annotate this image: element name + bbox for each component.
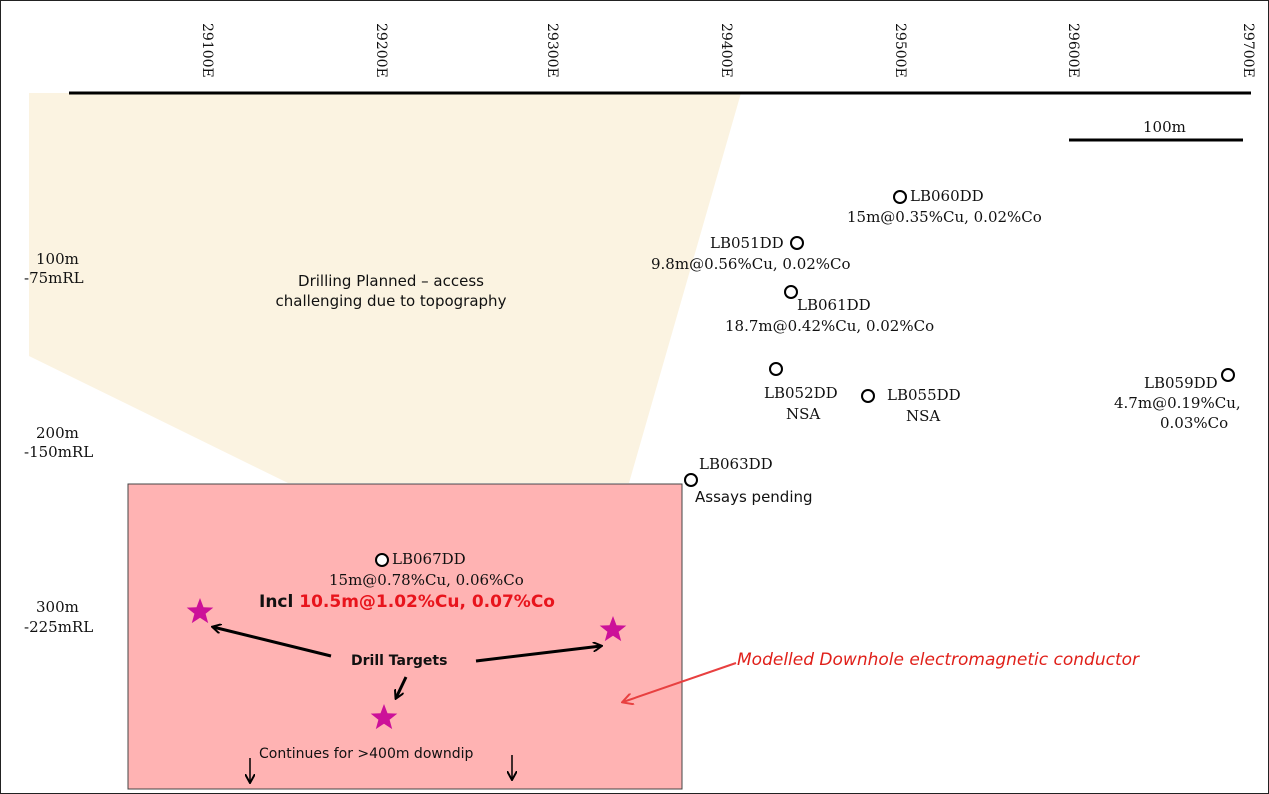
hole-result-lb060: 15m@0.35%Cu, 0.02%Co	[847, 208, 1042, 226]
target-arrow-right	[475, 646, 601, 663]
hole-name-lb060: LB060DD	[910, 187, 984, 205]
hole-name-lb052: LB052DD	[764, 384, 838, 402]
drill-targets-label: Drill Targets	[351, 653, 448, 669]
scale-bar-label: 100m	[1143, 118, 1186, 136]
hole-name-lb061: LB061DD	[797, 296, 871, 314]
continues-downdip-label: Continues for >400m downdip	[259, 746, 474, 762]
hole-marker-lb067	[375, 553, 389, 567]
easting-label: 29600E	[1065, 23, 1081, 78]
depth-label: 100m	[36, 250, 79, 268]
hole-marker-lb055	[861, 389, 875, 403]
target-zone-box	[127, 483, 683, 790]
planned-drilling-zone	[29, 93, 741, 483]
easting-label: 29100E	[199, 23, 215, 78]
hole-result-lb059-line2: 0.03%Co	[1160, 414, 1229, 432]
hole-result-lb059-line1: 4.7m@0.19%Cu,	[1114, 394, 1241, 412]
drill-target-star-right	[599, 616, 627, 642]
hole-marker-lb059	[1221, 368, 1235, 382]
conductor-label: Modelled Downhole electromagnetic conduc…	[737, 650, 1140, 670]
planned-zone-line2: challenging due to topography	[275, 292, 507, 310]
hole-name-lb051: LB051DD	[710, 234, 784, 252]
hole-result-lb061: 18.7m@0.42%Cu, 0.02%Co	[725, 317, 935, 335]
hole-marker-lb052	[769, 362, 783, 376]
incl-prefix: Incl	[259, 592, 294, 612]
rl-label: -225mRL	[24, 618, 94, 636]
easting-label: 29500E	[892, 23, 908, 78]
drill-target-star-bottom	[370, 704, 398, 730]
hole-name-lb067: LB067DD	[392, 550, 466, 568]
depth-label: 200m	[36, 424, 79, 442]
hole-result-lb051: 9.8m@0.56%Cu, 0.02%Co	[651, 255, 851, 273]
hole-name-lb059: LB059DD	[1144, 374, 1218, 392]
hole-marker-lb063	[684, 473, 698, 487]
easting-label: 29400E	[718, 23, 734, 78]
depth-label: 300m	[36, 598, 79, 616]
easting-label: 29200E	[373, 23, 389, 78]
hole-result-lb067: 15m@0.78%Cu, 0.06%Co	[329, 571, 524, 589]
easting-label: 29700E	[1240, 23, 1256, 78]
hole-marker-lb061	[784, 285, 798, 299]
drill-target-star-left	[186, 598, 214, 624]
rl-label: -150mRL	[24, 443, 94, 461]
incl-value: 10.5m@1.02%Cu, 0.07%Co	[299, 592, 555, 612]
target-arrow-down	[396, 676, 408, 698]
conductor-arrow	[623, 662, 737, 702]
hole-name-lb063: LB063DD	[699, 455, 773, 473]
hole-result-lb063: Assays pending	[695, 488, 813, 506]
hole-result-lb055: NSA	[906, 407, 941, 425]
hole-name-lb055: LB055DD	[887, 386, 961, 404]
hole-marker-lb051	[790, 236, 804, 250]
target-arrow-left	[213, 627, 332, 658]
hole-marker-lb060	[893, 190, 907, 204]
hole-incl-lb067: Incl 10.5m@1.02%Cu, 0.07%Co	[259, 592, 555, 613]
hole-result-lb052: NSA	[786, 405, 821, 423]
rl-label: -75mRL	[24, 269, 84, 287]
easting-label: 29300E	[544, 23, 560, 78]
planned-zone-line1: Drilling Planned – access	[298, 272, 484, 290]
